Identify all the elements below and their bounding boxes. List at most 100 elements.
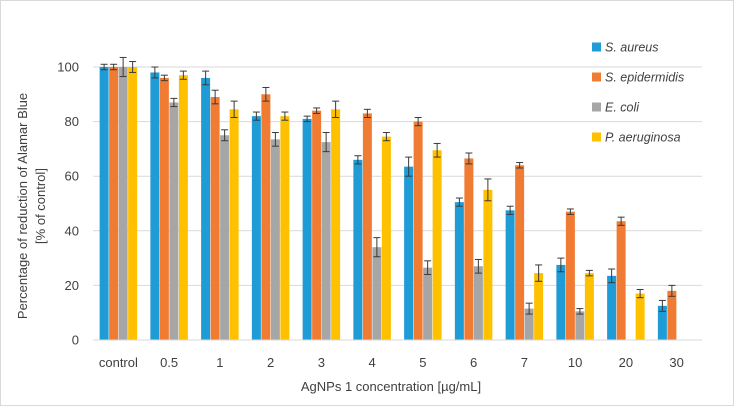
error-bar [535,264,543,282]
error-bar [525,302,533,315]
error-bar [516,162,524,169]
error-bar [129,61,137,73]
bar [312,110,322,341]
x-tick-label: 6 [470,355,477,370]
bar [565,211,575,340]
error-bar [658,299,666,312]
bar [159,77,169,341]
error-bar [585,269,593,277]
x-axis-title: AgNPs 1 concentration [µg/mL] [301,379,481,394]
bar [534,273,544,340]
y-axis-title-line1: Percentage of reduction of Alamar Blue [15,93,30,319]
error-bar [230,100,238,119]
bar [353,159,363,340]
bar [210,97,220,340]
legend-label: S. epidermidis [605,71,684,85]
bar [423,267,433,340]
bar [524,308,534,340]
bar [515,165,525,340]
error-bar [382,132,390,142]
error-bar [170,97,178,108]
error-bar [313,107,321,114]
error-bar [484,178,492,202]
bar [229,109,239,340]
error-bar [303,115,311,123]
y-tick-label: 100 [57,60,79,75]
error-bar [668,284,676,297]
y-tick-label: 40 [65,223,79,238]
x-tick-label: 20 [619,355,633,370]
bar [220,135,230,340]
bar [505,210,515,340]
bar [99,67,109,340]
error-bar [211,89,219,105]
error-bar [576,308,584,315]
bar [280,116,290,340]
error-bar [363,108,371,119]
y-tick-label: 20 [65,278,79,293]
error-bar [179,70,187,80]
error-bar [405,156,413,177]
error-bar [281,111,289,121]
y-tick-label: 80 [65,114,79,129]
error-bars [100,56,676,315]
legend-swatch [592,72,601,82]
error-bar [221,129,229,142]
bar [169,102,179,341]
bar [432,150,442,340]
error-bar [474,258,482,274]
legend: S. aureus S. epidermidis E. coli P. aerugin… [592,41,684,145]
error-bar [252,111,260,121]
bar [128,67,138,340]
bar [607,275,617,340]
error-bar [566,208,574,215]
y-axis-ticks: 0 20 40 60 80 100 [57,60,79,348]
bar [321,142,331,340]
error-bar [322,132,330,153]
error-bar [262,86,270,102]
y-axis-title-line2: [% of control] [33,168,48,244]
x-tick-label: 4 [369,355,376,370]
error-bar [160,74,168,82]
legend-label: P. aeruginosa [605,131,681,145]
bar [150,72,160,341]
error-bar [271,132,279,147]
legend-label: S. aureus [605,41,659,55]
legend-swatch [592,102,601,112]
legend-label: E. coli [605,101,640,115]
x-tick-label: 2 [267,355,274,370]
bar [118,67,128,340]
x-tick-label: 7 [521,355,528,370]
legend-swatch [592,42,601,52]
error-bar [636,288,644,299]
x-tick-label: 0.5 [160,355,178,370]
x-tick-label: 1 [216,355,223,370]
error-bar [433,142,441,158]
error-bar [202,70,210,86]
bar [302,118,312,341]
bar [109,67,119,340]
bar [483,189,493,340]
bar [372,247,382,340]
y-tick-label: 0 [72,333,79,348]
error-bar [608,268,616,284]
bar [575,311,585,340]
bar [454,202,464,340]
error-bar [455,197,463,207]
bar [667,290,677,340]
error-bar [465,152,473,165]
y-axis-title: Percentage of reduction of Alamar Blue [… [15,93,48,319]
legend-swatch [592,132,601,142]
gridlines [93,66,702,286]
bar [556,264,566,340]
error-bar [332,100,340,119]
bar [178,75,188,340]
error-bar [557,257,565,273]
bar [635,293,645,340]
bar [657,305,667,340]
bar [464,158,474,340]
error-bar [424,260,432,275]
error-bar [414,117,422,127]
